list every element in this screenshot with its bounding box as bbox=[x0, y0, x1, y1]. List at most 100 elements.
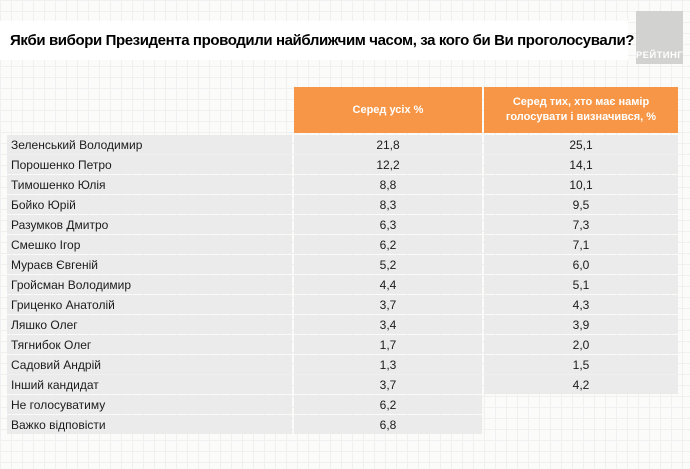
candidate-name-cell: Ляшко Олег bbox=[7, 315, 292, 334]
candidate-name-cell: Важко відповісти bbox=[7, 415, 292, 434]
value-among-decided-cell: 25,1 bbox=[484, 135, 678, 154]
candidate-name: Інший кандидат bbox=[11, 377, 99, 392]
candidate-name: Тягнибок Олег bbox=[11, 337, 92, 352]
value-among-decided: 6,0 bbox=[572, 257, 590, 272]
value-among-all: 5,2 bbox=[379, 257, 397, 272]
candidate-name: Бойко Юрій bbox=[11, 197, 76, 212]
table-row: Важко відповісти 6,8 bbox=[7, 415, 678, 434]
candidate-name: Мураєв Євгеній bbox=[11, 257, 98, 272]
value-among-decided-cell: 10,1 bbox=[484, 175, 678, 194]
value-among-decided-cell: 1,5 bbox=[484, 355, 678, 374]
value-among-decided-cell: 5,1 bbox=[484, 275, 678, 294]
candidate-name-cell: Зеленський Володимир bbox=[7, 135, 292, 154]
value-among-decided-cell: 6,0 bbox=[484, 255, 678, 274]
value-among-decided-cell: 7,3 bbox=[484, 215, 678, 234]
value-among-all-cell: 5,2 bbox=[294, 255, 482, 274]
value-among-decided: 25,1 bbox=[569, 137, 593, 152]
candidate-name: Порошенко Петро bbox=[11, 157, 112, 172]
column-header-among-all: Серед усіх % bbox=[294, 87, 482, 133]
table-row: Ляшко Олег 3,4 3,9 bbox=[7, 315, 678, 334]
value-among-all-cell: 3,7 bbox=[294, 295, 482, 314]
value-among-decided: 9,5 bbox=[572, 197, 590, 212]
value-among-all: 3,4 bbox=[379, 317, 397, 332]
candidate-name-cell: Тимошенко Юлія bbox=[7, 175, 292, 194]
value-among-decided-cell: 4,2 bbox=[484, 375, 678, 394]
value-among-all: 8,3 bbox=[379, 197, 397, 212]
value-among-decided: 1,5 bbox=[572, 357, 590, 372]
value-among-all-cell: 6,2 bbox=[294, 235, 482, 254]
rating-group-logo: РЕЙТИНГ bbox=[636, 11, 683, 64]
column-header-among-decided: Серед тих, хто має намір голосувати і ви… bbox=[484, 87, 678, 133]
table-row: Тягнибок Олег 1,7 2,0 bbox=[7, 335, 678, 354]
candidate-name-cell: Бойко Юрій bbox=[7, 195, 292, 214]
candidate-name: Важко відповісти bbox=[11, 417, 106, 432]
candidate-name-cell: Тягнибок Олег bbox=[7, 335, 292, 354]
value-among-all-cell: 6,8 bbox=[294, 415, 482, 434]
table-row: Гриценко Анатолій 3,7 4,3 bbox=[7, 295, 678, 314]
page-title: Якби вибори Президента проводили найближ… bbox=[10, 32, 635, 49]
value-among-all: 6,2 bbox=[379, 237, 397, 252]
value-among-all-cell: 1,3 bbox=[294, 355, 482, 374]
candidate-column-header-spacer bbox=[7, 87, 292, 133]
value-among-decided-cell: 9,5 bbox=[484, 195, 678, 214]
value-among-decided-cell: 3,9 bbox=[484, 315, 678, 334]
value-among-all: 6,2 bbox=[379, 397, 397, 412]
candidate-name: Гриценко Анатолій bbox=[11, 297, 115, 312]
table-row: Інший кандидат 3,7 4,2 bbox=[7, 375, 678, 394]
candidate-name-cell: Садовий Андрій bbox=[7, 355, 292, 374]
value-among-all: 8,8 bbox=[379, 177, 397, 192]
table-header-row: Серед усіх % Серед тих, хто має намір го… bbox=[7, 87, 678, 133]
candidate-name-cell: Не голосуватиму bbox=[7, 395, 292, 414]
table-row: Порошенко Петро 12,2 14,1 bbox=[7, 155, 678, 174]
value-among-all: 1,7 bbox=[379, 337, 397, 352]
candidate-name-cell: Гриценко Анатолій bbox=[7, 295, 292, 314]
value-among-decided: 4,2 bbox=[572, 377, 590, 392]
candidate-name: Тимошенко Юлія bbox=[11, 177, 106, 192]
table-body: Зеленський Володимир 21,8 25,1 Порошенко… bbox=[7, 135, 678, 434]
value-among-all-cell: 3,4 bbox=[294, 315, 482, 334]
value-among-decided-cell: 2,0 bbox=[484, 335, 678, 354]
logo-text: РЕЙТИНГ bbox=[635, 50, 684, 61]
value-among-all: 4,4 bbox=[379, 277, 397, 292]
table-row: Не голосуватиму 6,2 bbox=[7, 395, 678, 414]
table-row: Садовий Андрій 1,3 1,5 bbox=[7, 355, 678, 374]
value-among-decided-cell: 4,3 bbox=[484, 295, 678, 314]
value-among-all: 12,2 bbox=[376, 157, 400, 172]
value-among-all-cell: 3,7 bbox=[294, 375, 482, 394]
candidate-name-cell: Інший кандидат bbox=[7, 375, 292, 394]
title-bar: Якби вибори Президента проводили найближ… bbox=[0, 21, 634, 60]
candidate-name-cell: Порошенко Петро bbox=[7, 155, 292, 174]
value-among-all: 6,8 bbox=[379, 417, 397, 432]
candidate-name-cell: Мураєв Євгеній bbox=[7, 255, 292, 274]
value-among-decided-cell bbox=[484, 415, 678, 434]
candidate-name: Садовий Андрій bbox=[11, 357, 101, 372]
table-row: Зеленський Володимир 21,8 25,1 bbox=[7, 135, 678, 154]
candidate-name: Ляшко Олег bbox=[11, 317, 78, 332]
table-row: Тимошенко Юлія 8,8 10,1 bbox=[7, 175, 678, 194]
value-among-all-cell: 6,2 bbox=[294, 395, 482, 414]
value-among-decided: 7,3 bbox=[572, 217, 590, 232]
value-among-all: 3,7 bbox=[379, 297, 397, 312]
value-among-decided-cell: 7,1 bbox=[484, 235, 678, 254]
value-among-all-cell: 6,3 bbox=[294, 215, 482, 234]
table-row: Бойко Юрій 8,3 9,5 bbox=[7, 195, 678, 214]
value-among-decided: 7,1 bbox=[572, 237, 590, 252]
candidate-name: Гройсман Володимир bbox=[11, 277, 132, 292]
value-among-decided: 4,3 bbox=[572, 297, 590, 312]
candidate-name: Зеленський Володимир bbox=[11, 137, 143, 152]
value-among-decided: 2,0 bbox=[572, 337, 590, 352]
value-among-all-cell: 21,8 bbox=[294, 135, 482, 154]
value-among-all: 21,8 bbox=[376, 137, 400, 152]
value-among-all: 1,3 bbox=[379, 357, 397, 372]
table-row: Мураєв Євгеній 5,2 6,0 bbox=[7, 255, 678, 274]
value-among-all: 3,7 bbox=[379, 377, 397, 392]
value-among-all-cell: 12,2 bbox=[294, 155, 482, 174]
value-among-all-cell: 8,3 bbox=[294, 195, 482, 214]
candidate-name: Разумков Дмитро bbox=[11, 217, 109, 232]
value-among-all-cell: 4,4 bbox=[294, 275, 482, 294]
value-among-decided-cell: 14,1 bbox=[484, 155, 678, 174]
table-row: Смешко Ігор 6,2 7,1 bbox=[7, 235, 678, 254]
table-row: Разумков Дмитро 6,3 7,3 bbox=[7, 215, 678, 234]
candidate-name: Не голосуватиму bbox=[11, 397, 106, 412]
poll-results-table: Серед усіх % Серед тих, хто має намір го… bbox=[7, 87, 678, 435]
